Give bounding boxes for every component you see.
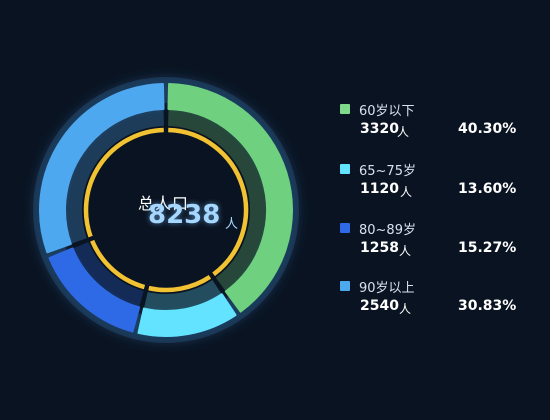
center-total-value: 8238 bbox=[148, 200, 221, 230]
center-total-unit: 人 bbox=[225, 217, 239, 232]
legend-swatch bbox=[340, 281, 350, 291]
legend-label: 65~75岁 bbox=[359, 164, 416, 179]
legend-unit: 人 bbox=[399, 302, 412, 316]
inner-ring-segment bbox=[148, 274, 212, 293]
legend-percent: 13.60% bbox=[458, 181, 517, 197]
legend-swatch bbox=[340, 164, 350, 174]
legend-value: 1258 bbox=[360, 240, 399, 256]
donut-slice[interactable] bbox=[39, 83, 165, 254]
donut-slice[interactable] bbox=[167, 83, 293, 313]
legend-value: 1120 bbox=[360, 181, 399, 197]
legend-value: 3320 bbox=[360, 121, 399, 137]
legend-percent: 40.30% bbox=[458, 121, 517, 137]
center-title: 总人口 bbox=[138, 194, 190, 213]
legend-swatch bbox=[340, 223, 350, 233]
inner-ring-segment bbox=[168, 127, 249, 277]
donut-slice-band bbox=[168, 109, 267, 292]
legend-item[interactable]: 60岁以下 3320 人 40.30% bbox=[340, 100, 540, 150]
legend-swatch bbox=[340, 104, 350, 114]
legend-percent: 30.83% bbox=[458, 298, 517, 314]
donut-slice[interactable] bbox=[48, 247, 141, 333]
legend-item[interactable]: 65~75岁 1120 人 13.60% bbox=[340, 160, 540, 210]
legend-item[interactable]: 80~89岁 1258 人 15.27% bbox=[340, 219, 540, 269]
legend-label: 90岁以上 bbox=[359, 281, 415, 296]
donut-slice-band bbox=[65, 109, 164, 244]
legend-unit: 人 bbox=[400, 185, 413, 199]
legend-unit: 人 bbox=[397, 125, 410, 139]
legend-unit: 人 bbox=[399, 244, 412, 258]
legend-percent: 15.27% bbox=[458, 240, 517, 256]
inner-ring-segment bbox=[83, 127, 164, 238]
donut-inner-ring bbox=[83, 127, 249, 293]
donut-outer-ring bbox=[39, 83, 293, 337]
legend-value: 2540 bbox=[360, 298, 399, 314]
legend-label: 80~89岁 bbox=[359, 223, 416, 238]
legend-label: 60岁以下 bbox=[359, 104, 415, 119]
donut-slice-band bbox=[72, 242, 144, 308]
donut-slice[interactable] bbox=[137, 293, 237, 337]
inner-ring-segment bbox=[90, 239, 146, 290]
legend-item[interactable]: 90岁以上 2540 人 30.83% bbox=[340, 277, 540, 327]
